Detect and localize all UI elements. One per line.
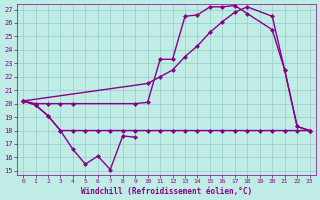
- X-axis label: Windchill (Refroidissement éolien,°C): Windchill (Refroidissement éolien,°C): [81, 187, 252, 196]
